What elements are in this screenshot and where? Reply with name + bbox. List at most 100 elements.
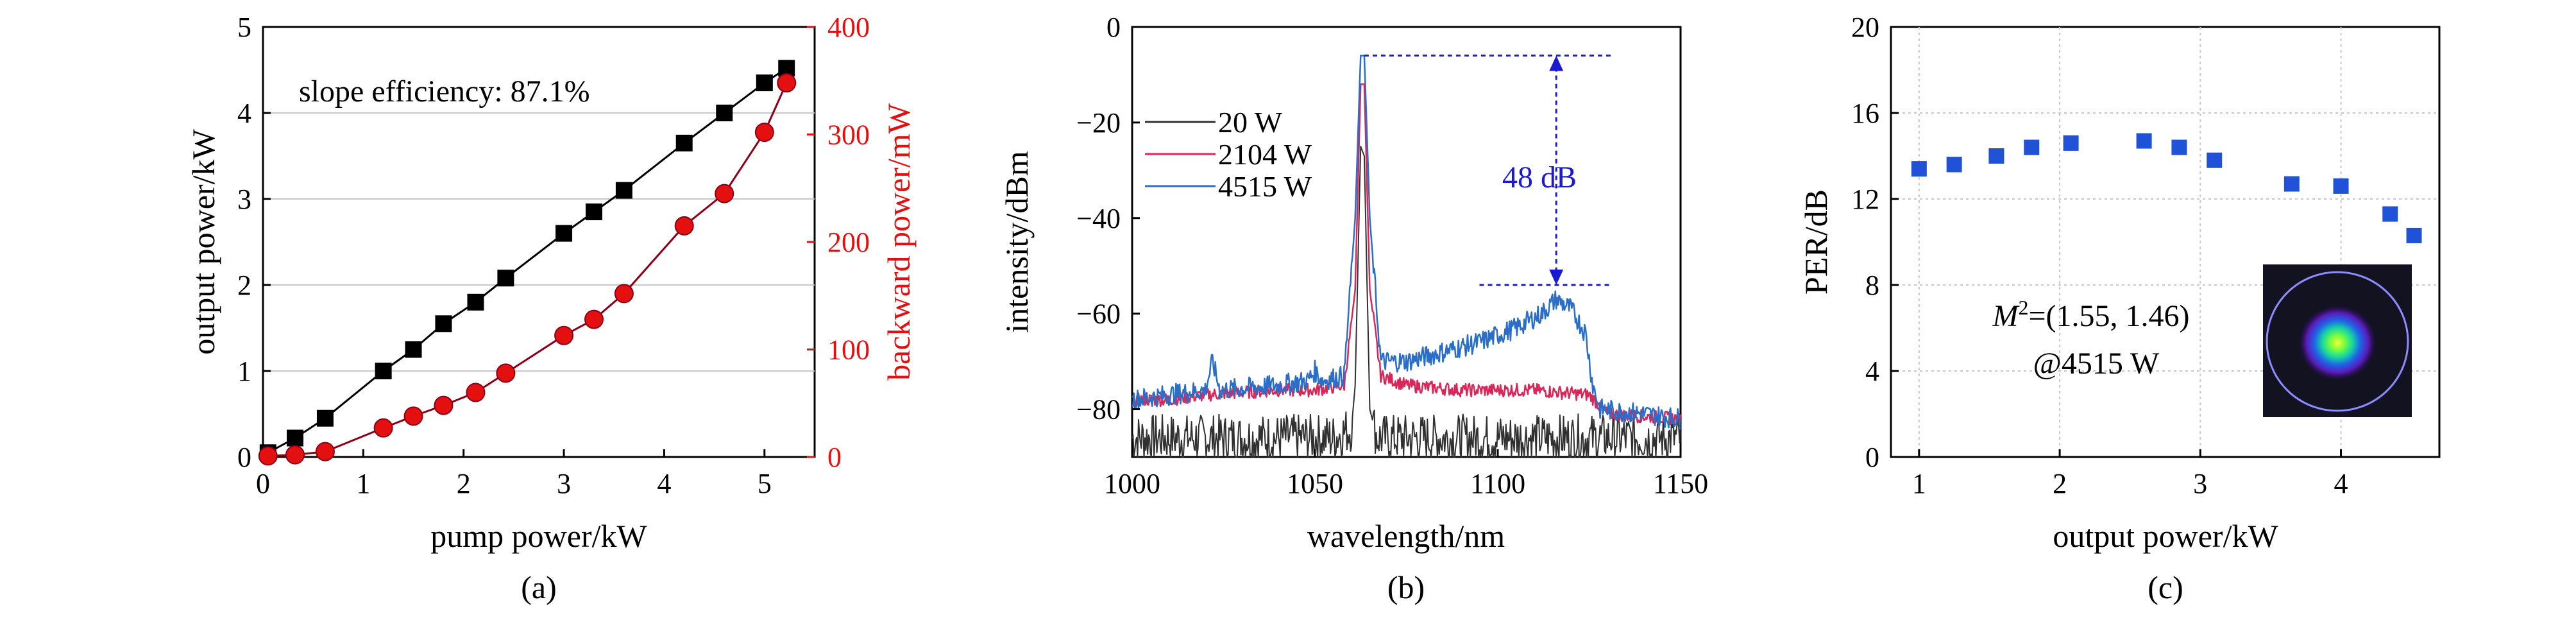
panel-a-backward-power-point	[777, 73, 797, 93]
panel-c-per-point	[1911, 161, 1927, 177]
panel-a-annotation: slope efficiency: 87.1%	[299, 74, 590, 108]
panel-a-backward-power-point	[403, 406, 423, 426]
panel-c-y-tick-label: 0	[1865, 442, 1879, 473]
panel-a-backward-power-point	[434, 395, 453, 415]
panel-a-y-axis-label: output power/kW	[185, 129, 221, 355]
panel-a-output-power-point	[316, 409, 334, 427]
panel-b-ticks: −80 −60 −40 −20 0 1000 1050 1100 1150	[1076, 12, 1708, 499]
panel-a-output-power-point	[555, 225, 573, 242]
panel-a-backward-power-point	[496, 363, 516, 383]
beam-profile-inset	[2263, 264, 2412, 417]
panel-a-x-tick-label: 5	[758, 468, 772, 499]
panel-a-backward-power-point	[584, 309, 604, 329]
panel-c-per-point	[2063, 135, 2079, 151]
panel-a-output-power-point	[405, 341, 422, 358]
panel-c-per-point	[2406, 227, 2422, 243]
panel-c-x-tick-label: 1	[1912, 468, 1926, 499]
panel-a-y-tick-label: 5	[237, 12, 251, 43]
panel-a-backward-power-point	[315, 442, 335, 461]
panel-c-y-axis-label: PER/dB	[1798, 189, 1834, 295]
panel-a-output-power-point	[716, 105, 733, 121]
panel-a-x-tick-label: 1	[356, 468, 370, 499]
panel-c-plot-frame	[1890, 26, 2441, 458]
panel-b-label: (b)	[1387, 569, 1425, 605]
panel-a-y-tick-label: 1	[237, 356, 251, 387]
panel-a-label: (a)	[521, 569, 557, 605]
panel-c-per-point	[2333, 178, 2349, 194]
panel-a-backward-power-point	[466, 383, 486, 402]
panel-c-m2-annotation: M2=(1.55, 1.46)	[1992, 296, 2189, 333]
panel-a-x-tick-label: 3	[557, 468, 571, 499]
panel-a-backward-power-point	[715, 184, 734, 203]
panel-b-y-tick-label: −20	[1076, 107, 1121, 139]
panel-c-per-point	[1988, 148, 2004, 164]
panel-b-legend-label: 20 W	[1218, 106, 1283, 139]
panel-b-series	[1131, 55, 1682, 458]
panel-c-y-tick-label: 8	[1865, 270, 1879, 301]
m2-superscript: 2	[2018, 296, 2028, 319]
panel-a-backward-power-point	[554, 325, 574, 345]
panel-a-backward-power-point	[674, 216, 694, 236]
panel-a-x-tick-label: 4	[657, 468, 671, 499]
panel-a-y2-tick-label: 100	[827, 334, 870, 366]
panel-c-y-tick-label: 20	[1851, 12, 1879, 43]
panel-c-per-point	[2284, 176, 2300, 192]
panel-c-x-tick-label: 2	[2053, 468, 2067, 499]
panel-a-y-tick-label: 4	[237, 98, 251, 129]
panel-b-trace-0	[1131, 146, 1681, 458]
panel-b-arrow-head-up	[1549, 55, 1564, 71]
panel-a-x-axis-label: pump power/kW	[430, 518, 647, 554]
panel-a-output-power-point	[467, 293, 484, 311]
panel-a-y2-tick-label: 400	[827, 12, 870, 43]
panel-c-x-tick-label: 3	[2193, 468, 2207, 499]
panel-a-x-tick-label: 0	[256, 468, 270, 499]
panel-a-output-power-point	[375, 363, 392, 379]
panel-a-grid	[263, 112, 815, 372]
panel-a-y-tick-label: 3	[237, 184, 251, 215]
panel-a-output-power-line	[267, 67, 788, 454]
panel-a-y2-tick-label: 200	[827, 227, 870, 258]
panel-b-legend-label: 2104 W	[1218, 138, 1312, 171]
panel-a-chart: 0 1 2 3 4 5 0 1 2 3 4 5 0 100 200 300 400 slope efficien…	[185, 12, 917, 605]
panel-b-x-tick-label: 1150	[1653, 468, 1708, 499]
panel-a-ticks: 0 1 2 3 4 5 0 1 2 3 4 5 0 100 200 300 400	[237, 12, 870, 499]
panel-c-y-tick-label: 4	[1865, 356, 1879, 387]
panel-c-per-point	[1946, 157, 1962, 173]
panel-a-output-power-point	[675, 134, 693, 151]
panel-b-chart: −80 −60 −40 −20 0 1000 1050 1100 1150 48 dB 20 W…	[999, 12, 1708, 605]
beam-spot	[2298, 304, 2377, 381]
panel-b-annotation: 48 dB	[1502, 160, 1577, 194]
panel-c-x-axis-label: output power/kW	[2053, 518, 2278, 554]
panel-b-trace-2	[1131, 55, 1681, 430]
panel-b-y-tick-label: −40	[1076, 203, 1121, 234]
panel-b-x-tick-label: 1100	[1470, 468, 1525, 499]
m2-symbol: M	[1992, 299, 2020, 333]
panel-b-plot-frame	[1131, 26, 1682, 458]
panel-c-x-tick-label: 4	[2334, 468, 2348, 499]
panel-c-per-point	[2207, 152, 2223, 168]
panel-c-per-point	[2171, 139, 2187, 155]
panel-c-power-annotation: @4515 W	[2033, 347, 2160, 381]
panel-a-y2-tick-label: 0	[827, 442, 842, 473]
panel-c-series	[1911, 133, 2422, 243]
panel-a-y-tick-label: 2	[237, 270, 251, 301]
panel-a-backward-power-point	[285, 445, 305, 465]
panel-a-y2-tick-label: 300	[827, 119, 870, 151]
panel-a-y-tick-label: 0	[237, 442, 251, 473]
panel-b-y-axis-label: intensity/dBm	[999, 151, 1035, 332]
panel-a-y2-axis-label: backward power/mW	[881, 103, 917, 381]
panel-b-y-tick-label: 0	[1106, 12, 1121, 43]
panel-b-legend-label: 4515 W	[1218, 170, 1312, 203]
panel-a-backward-power-line	[267, 82, 788, 457]
panel-c-per-point	[2024, 139, 2040, 155]
panel-b-y-tick-label: −80	[1076, 394, 1121, 426]
panel-b-x-tick-label: 1050	[1287, 468, 1343, 499]
panel-b-y-tick-label: −60	[1076, 298, 1121, 330]
panel-a-output-power-point	[756, 74, 773, 92]
panel-c-y-tick-label: 16	[1851, 98, 1879, 129]
panel-a-output-power-point	[435, 315, 452, 332]
panel-a-output-power-point	[497, 270, 514, 287]
panel-c-y-tick-label: 12	[1851, 184, 1879, 215]
